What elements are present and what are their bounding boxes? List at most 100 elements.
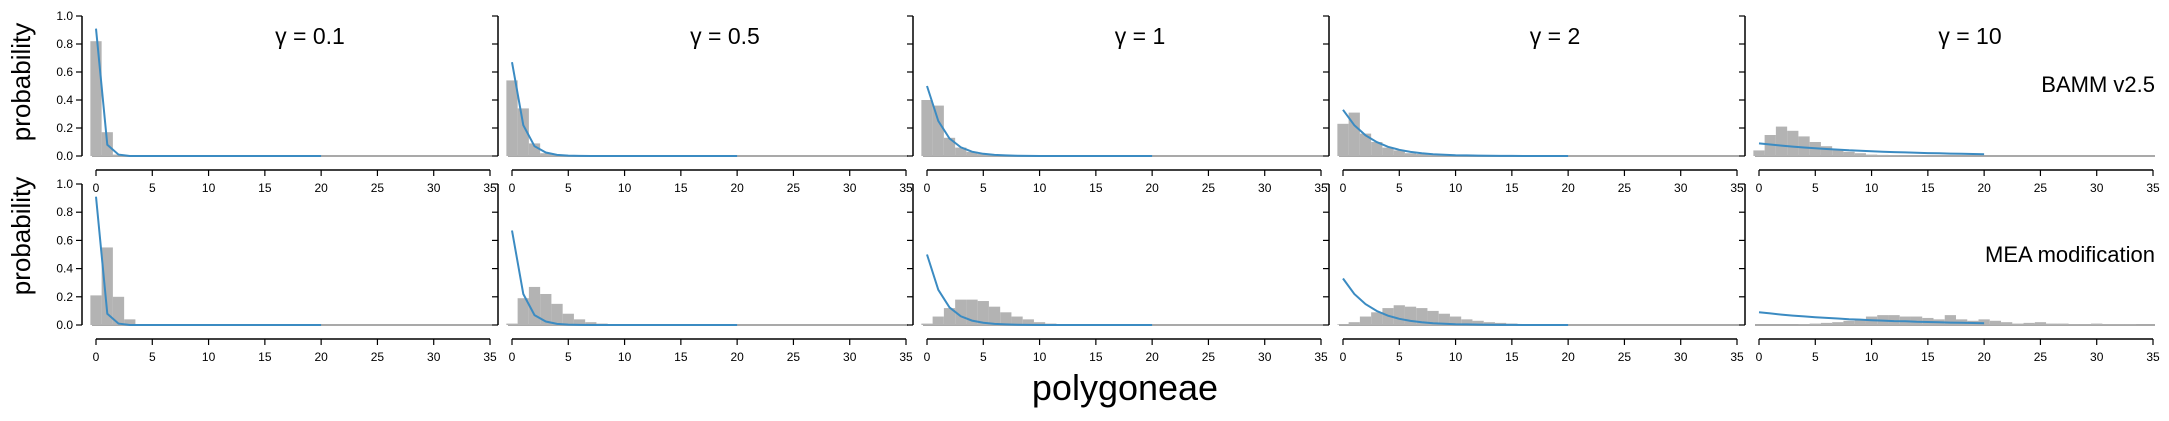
x-tick-label-r1c3-10: 10 xyxy=(1449,350,1463,364)
bar-r1c3-1 xyxy=(1348,322,1360,325)
bar-r1c2-4 xyxy=(966,299,978,325)
x-tick-label-r1c4-20: 20 xyxy=(1977,350,1991,364)
bar-r1c1-7 xyxy=(585,322,597,325)
row-label-mea: MEA modification xyxy=(1985,242,2155,267)
gamma-title-10: γ = 10 xyxy=(1938,23,2001,49)
bar-r1c4-14 xyxy=(1910,316,1923,325)
prior-line-r1c3 xyxy=(1342,277,1569,326)
x-tick-label-r1c3-35: 35 xyxy=(1730,350,1744,364)
x-tick-label-r1c1-0: 0 xyxy=(509,350,516,364)
x-tick-label-r0c0-15: 15 xyxy=(258,181,272,195)
y-tick-label-r0c0-1.0: 1.0 xyxy=(56,9,73,23)
bar-r0c3-5 xyxy=(1393,150,1405,156)
y-axis-label-top: probability xyxy=(6,23,36,142)
bar-r1c2-2 xyxy=(943,308,956,325)
bar-r0c4-11 xyxy=(1877,154,1889,156)
x-tick-label-r0c2-35: 35 xyxy=(1314,181,1328,195)
bar-r1c3-6 xyxy=(1404,306,1417,325)
x-tick-label-r1c2-30: 30 xyxy=(1258,350,1272,364)
bar-r1c1-4 xyxy=(551,303,563,325)
x-tick-label-r1c1-35: 35 xyxy=(899,350,913,364)
x-tick-label-r0c4-15: 15 xyxy=(1921,181,1935,195)
bar-r1c2-0 xyxy=(921,323,933,325)
bar-r1c2-10 xyxy=(1033,322,1046,325)
bar-r0c1-0 xyxy=(506,80,518,156)
bar-r1c4-8 xyxy=(1843,320,1855,325)
bar-r1c4-17 xyxy=(1944,315,1956,325)
x-tick-label-r0c2-30: 30 xyxy=(1258,181,1272,195)
bar-r1c1-3 xyxy=(540,293,552,325)
x-tick-label-r0c0-10: 10 xyxy=(202,181,216,195)
prior-line-r0c3 xyxy=(1342,109,1569,157)
x-tick-label-r0c1-0: 0 xyxy=(509,181,516,195)
x-tick-label-r0c1-25: 25 xyxy=(787,181,801,195)
y-tick-label-r1c0-1.0: 1.0 xyxy=(56,177,73,191)
gamma-title-0.5: γ = 0.5 xyxy=(690,23,760,49)
x-tick-label-r0c2-15: 15 xyxy=(1089,181,1103,195)
x-tick-label-r0c4-25: 25 xyxy=(2034,181,2048,195)
x-tick-label-r0c2-20: 20 xyxy=(1145,181,1159,195)
x-tick-label-r1c1-15: 15 xyxy=(674,350,688,364)
bar-r1c4-28 xyxy=(2068,324,2080,325)
x-axis-label: polygoneae xyxy=(1032,367,1218,408)
x-tick-label-r1c4-15: 15 xyxy=(1921,350,1935,364)
bar-r0c2-5 xyxy=(977,153,989,156)
x-tick-label-r0c0-30: 30 xyxy=(427,181,441,195)
bar-r0c3-1 xyxy=(1348,112,1360,156)
y-tick-label-r1c0-0.4: 0.4 xyxy=(56,262,73,276)
x-tick-label-r1c1-5: 5 xyxy=(565,350,572,364)
x-tick-label-r0c3-15: 15 xyxy=(1505,181,1519,195)
x-tick-label-r1c2-5: 5 xyxy=(980,350,987,364)
bar-r0c1-2 xyxy=(528,143,541,156)
x-tick-label-r0c4-20: 20 xyxy=(1977,181,1991,195)
bar-r0c2-3 xyxy=(955,147,967,156)
bar-r0c3-8 xyxy=(1427,154,1439,156)
x-tick-label-r1c0-15: 15 xyxy=(258,350,272,364)
bar-r1c4-29 xyxy=(2079,324,2092,325)
x-tick-label-r0c2-10: 10 xyxy=(1033,181,1047,195)
gamma-title-0.1: γ = 0.1 xyxy=(275,23,345,49)
bar-r1c4-21 xyxy=(1989,320,2002,325)
prior-line-r0c2 xyxy=(926,85,1153,157)
bar-r1c4-33 xyxy=(2124,324,2137,325)
bar-r0c1-1 xyxy=(517,108,529,156)
x-tick-label-r0c1-20: 20 xyxy=(730,181,744,195)
x-tick-label-r1c2-0: 0 xyxy=(924,350,931,364)
x-tick-label-r1c1-25: 25 xyxy=(787,350,801,364)
x-tick-label-r1c4-5: 5 xyxy=(1812,350,1819,364)
x-tick-label-r0c4-0: 0 xyxy=(1756,181,1763,195)
bar-r1c4-20 xyxy=(1978,319,1990,325)
x-tick-label-r1c2-25: 25 xyxy=(1202,350,1216,364)
bar-r1c3-8 xyxy=(1427,310,1439,325)
y-tick-label-r0c0-0.6: 0.6 xyxy=(56,65,73,79)
panels-group: 0.0 0.2 0.4 0.6 0.8 1.0 0 5 10 15 20 25 30 35 0 5 10 15 20… xyxy=(56,9,2160,364)
prior-line-r0c0 xyxy=(95,28,322,157)
x-tick-label-r0c1-5: 5 xyxy=(565,181,572,195)
bar-r0c4-9 xyxy=(1854,153,1866,156)
bar-r1c4-31 xyxy=(2102,324,2114,325)
x-tick-label-r0c1-30: 30 xyxy=(843,181,857,195)
x-tick-label-r0c1-35: 35 xyxy=(899,181,913,195)
bar-r0c3-6 xyxy=(1404,153,1417,156)
y-tick-label-r1c0-0.6: 0.6 xyxy=(56,233,73,247)
bar-r1c4-7 xyxy=(1832,322,1844,325)
bar-r0c3-7 xyxy=(1416,153,1428,156)
bar-r1c4-4 xyxy=(1798,324,1810,325)
x-tick-label-r0c3-0: 0 xyxy=(1340,181,1347,195)
bar-r0c4-4 xyxy=(1798,136,1810,156)
bar-r1c0-2 xyxy=(112,296,125,325)
x-tick-label-r0c2-25: 25 xyxy=(1202,181,1216,195)
bar-r0c4-0 xyxy=(1753,150,1765,156)
bar-r1c3-3 xyxy=(1371,312,1383,325)
x-tick-label-r1c3-0: 0 xyxy=(1340,350,1347,364)
x-tick-label-r0c2-5: 5 xyxy=(980,181,987,195)
bar-r1c3-7 xyxy=(1416,308,1428,325)
y-axis-label-bottom: probability xyxy=(6,177,36,296)
bar-r1c4-30 xyxy=(2091,323,2103,325)
bar-r1c1-0 xyxy=(506,323,518,325)
bar-r1c2-5 xyxy=(977,301,989,325)
x-tick-label-r1c3-15: 15 xyxy=(1505,350,1519,364)
bar-r1c2-8 xyxy=(1011,316,1023,325)
x-tick-label-r0c0-20: 20 xyxy=(314,181,328,195)
gamma-title-2: γ = 2 xyxy=(1530,23,1581,49)
